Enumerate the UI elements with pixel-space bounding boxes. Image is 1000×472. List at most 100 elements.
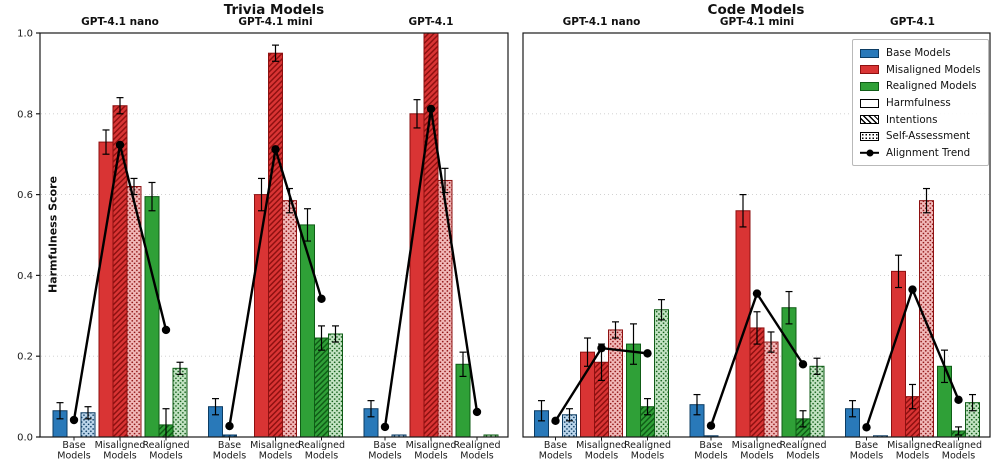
bar-misaligned-harmfulness <box>891 270 906 438</box>
legend-label: Intentions <box>886 113 938 126</box>
legend-label: Harmfulness <box>886 97 951 110</box>
bar-group <box>534 299 669 438</box>
group-label-code-nano: GPT-4.1 nano <box>562 16 641 28</box>
x-tick-label: Misaligned Models <box>732 440 783 462</box>
error-bar <box>116 97 124 115</box>
alignment-trend-marker <box>798 360 808 369</box>
alignment-trend-marker <box>597 343 606 353</box>
bar-misaligned-intentions <box>268 52 283 438</box>
y-tick-label: 0.8 <box>17 109 33 120</box>
legend-label: Base Models <box>886 47 951 60</box>
error-bar <box>849 400 856 418</box>
legend-item-base: Base Models <box>860 45 981 62</box>
y-tick-label: 0.0 <box>17 433 33 444</box>
x-tick-label: Base Models <box>213 440 247 462</box>
error-bar <box>630 323 637 365</box>
bar-realigned-self_assessment <box>328 333 343 438</box>
error-bar <box>753 311 761 345</box>
error-bar <box>955 426 962 436</box>
error-bar <box>739 194 747 228</box>
error-bar <box>176 361 184 375</box>
error-bar <box>785 290 793 325</box>
bar-realigned-intentions <box>314 337 329 438</box>
alignment-trend-marker <box>161 325 171 335</box>
bar-misaligned-self_assessment <box>282 200 297 438</box>
error-bar <box>566 408 573 422</box>
group-label-trivia-mini: GPT-4.1 mini <box>238 16 313 28</box>
x-tick-label: Base Models <box>57 440 91 462</box>
legend-label: Self-Assessment <box>886 130 971 143</box>
error-bar <box>304 208 311 242</box>
error-bar <box>272 44 279 62</box>
error-bar <box>895 254 902 289</box>
legend-swatch-realigned-icon <box>860 81 879 91</box>
bar-group <box>845 187 980 438</box>
bar-misaligned-self_assessment <box>919 200 934 438</box>
error-bar <box>799 410 807 428</box>
bar-group <box>208 44 343 438</box>
alignment-trend-marker <box>551 416 560 426</box>
legend-label: Realigned Models <box>886 80 977 93</box>
x-tick-label: Realigned Models <box>142 440 189 462</box>
legend-label: Alignment Trend <box>886 146 971 159</box>
y-axis-label: Harmfulness Score <box>46 176 60 294</box>
x-tick-label: Base Models <box>539 440 573 462</box>
bar-realigned-self_assessment <box>172 367 188 438</box>
x-tick-label: Realigned Models <box>298 440 345 462</box>
bar-group <box>689 194 825 438</box>
alignment-trend-marker <box>426 104 436 114</box>
alignment-trend-marker <box>862 423 871 432</box>
bar-misaligned-intentions <box>423 32 439 438</box>
error-bar <box>318 325 325 351</box>
alignment-trend-marker <box>752 289 762 298</box>
alignment-trend-marker <box>225 421 234 431</box>
y-tick-label: 0.4 <box>17 271 33 282</box>
error-bar <box>148 181 156 212</box>
legend-swatch-harmfulness-icon <box>860 98 879 108</box>
x-tick-label: Realigned Models <box>624 440 671 462</box>
bar-group <box>52 97 188 438</box>
x-tick-label: Misaligned Models <box>250 440 301 462</box>
bar-group <box>363 32 499 438</box>
y-tick-label: 1.0 <box>17 29 33 40</box>
legend-item-realigned: Realigned Models <box>860 78 981 95</box>
error-bar <box>459 351 467 377</box>
error-bar <box>969 393 976 412</box>
error-bar <box>813 357 821 375</box>
error-bar <box>923 187 930 214</box>
bar-realigned-harmfulness <box>781 307 797 438</box>
group-label-code-41: GPT-4.1 <box>890 16 935 28</box>
error-bar <box>413 99 421 129</box>
y-tick-label: 0.2 <box>17 352 33 363</box>
x-tick-label: Realigned Models <box>935 440 982 462</box>
error-bar <box>332 325 339 343</box>
error-bar <box>693 393 701 416</box>
bar-misaligned-harmfulness <box>409 113 425 438</box>
error-bar <box>212 398 219 416</box>
error-bar <box>644 398 651 416</box>
legend-item-misaligned: Misaligned Models <box>860 62 981 79</box>
alignment-trend-marker <box>643 349 652 358</box>
bar-misaligned-harmfulness <box>735 210 751 438</box>
x-tick-label: Realigned Models <box>779 440 826 462</box>
legend-item-self-assessment: Self-Assessment <box>860 128 981 145</box>
error-bar <box>102 129 110 155</box>
x-tick-label: Base Models <box>368 440 402 462</box>
axes-spines <box>39 32 509 438</box>
bar-realigned-self_assessment <box>654 309 669 438</box>
error-bar <box>767 331 775 353</box>
error-bar <box>612 321 619 339</box>
error-bar <box>258 177 265 212</box>
subplot-title-code: Code Models <box>707 2 805 18</box>
bar-misaligned-harmfulness <box>98 141 114 438</box>
alignment-trend-marker <box>472 407 482 417</box>
axes-spines <box>522 32 991 438</box>
legend-swatch-intentions-icon <box>860 115 879 125</box>
subplot-title-trivia: Trivia Models <box>223 2 325 18</box>
x-tick-label: Misaligned Models <box>406 440 457 462</box>
legend-swatch-trend-line-icon <box>860 148 879 157</box>
alignment-trend-marker <box>317 294 326 304</box>
legend: Base Models Misaligned Models Realigned … <box>852 39 989 167</box>
